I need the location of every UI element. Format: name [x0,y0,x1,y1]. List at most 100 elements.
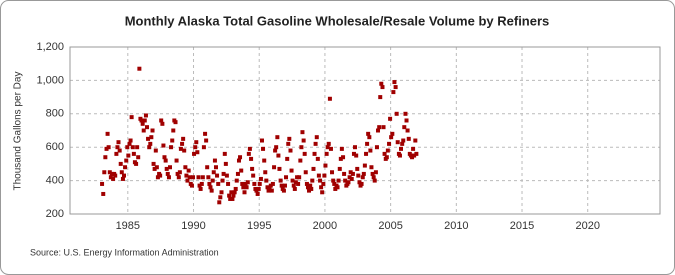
data-point [343,178,348,183]
data-point [173,120,178,125]
data-point [325,145,330,150]
data-point [366,131,371,136]
data-point [405,128,410,133]
data-point [302,151,307,156]
data-point [125,145,130,150]
data-point [291,183,296,188]
data-point [349,176,354,181]
data-point [289,168,294,173]
data-point [194,140,199,145]
data-point [262,158,267,163]
data-point [174,158,179,163]
y-tick-label: 600 [46,141,64,153]
data-point [324,151,329,156]
data-point [126,153,131,158]
data-point [142,118,147,123]
data-point [251,173,256,178]
data-point [376,128,381,133]
source-note: Source: U.S. Energy Information Administ… [30,247,219,257]
data-point [370,171,375,176]
data-point [124,158,129,163]
data-point [270,181,275,186]
data-point [243,181,248,186]
data-point [120,176,125,181]
data-point [111,176,116,181]
data-point [109,171,114,176]
data-point [390,131,395,136]
data-point [185,178,190,183]
data-point [328,146,333,151]
data-point [392,80,397,85]
data-point [355,166,360,171]
data-point [400,141,405,146]
data-point [176,175,181,180]
data-point [187,175,192,180]
data-point [332,181,337,186]
data-point [359,181,364,186]
data-point [257,181,262,186]
data-point [364,151,369,156]
data-point [220,178,225,183]
data-point [119,170,124,175]
data-point [131,151,136,156]
data-point [104,146,109,151]
data-point [282,183,287,188]
data-point [298,158,303,163]
data-point [338,156,343,161]
data-point [296,181,301,186]
x-tick-label: 1990 [181,220,205,232]
data-point [411,146,416,151]
y-tick-label: 800 [46,108,64,120]
data-point [184,173,189,178]
data-point [295,175,300,180]
data-point [217,200,222,205]
data-point [165,171,170,176]
data-point [204,138,209,143]
data-point [265,185,270,190]
data-point [198,186,203,191]
data-point [274,145,279,150]
data-point [245,180,250,185]
data-point [412,153,417,158]
data-point [361,171,366,176]
data-point [228,196,233,201]
data-point [385,148,390,153]
data-point [277,166,282,171]
data-point [378,95,383,100]
data-point [310,178,315,183]
data-point [351,151,356,156]
data-point [192,151,197,156]
data-point [129,115,134,120]
data-point [288,148,293,153]
data-point [143,113,148,118]
data-point [264,178,269,183]
data-point [242,190,247,195]
data-point [276,153,281,158]
data-point [337,166,342,171]
data-point [285,156,290,161]
data-point [114,151,119,156]
data-point [230,196,235,201]
data-point [208,185,213,190]
data-point [102,170,107,175]
data-point [164,166,169,171]
data-point [335,185,340,190]
data-point [246,151,251,156]
data-point [146,136,151,141]
data-point [389,135,394,140]
data-point [231,193,236,198]
data-point [316,173,321,178]
data-point [145,125,150,130]
data-point [218,195,223,200]
data-point [213,165,218,170]
data-point [118,161,123,166]
data-point [410,155,415,160]
data-point [155,175,160,180]
data-point [180,141,185,146]
data-point [403,111,408,116]
data-point [137,66,142,71]
data-point [162,155,167,160]
data-point [367,135,372,140]
data-point [193,145,198,150]
